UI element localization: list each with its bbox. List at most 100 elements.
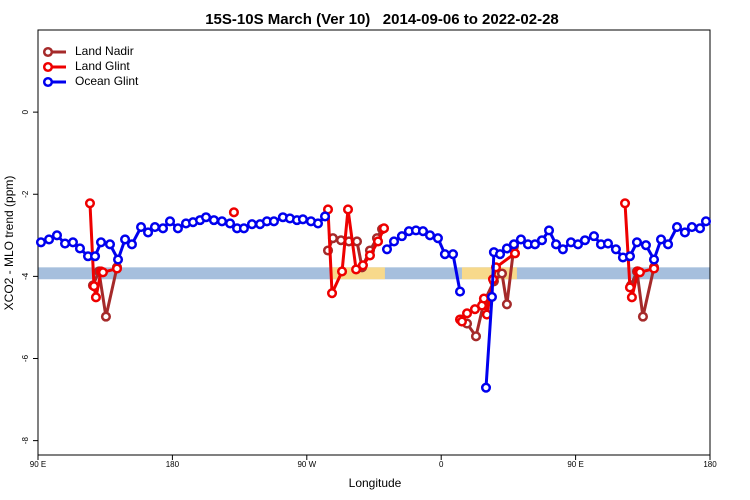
y-tick-label: -8 (21, 437, 30, 445)
data-point (470, 331, 482, 342)
data-point (456, 316, 468, 327)
data-point (543, 225, 555, 236)
data-point (88, 281, 100, 292)
data-point (216, 216, 228, 227)
data-point (126, 239, 137, 250)
data-point (238, 223, 249, 234)
data-point (224, 218, 236, 229)
data-point (447, 249, 459, 260)
data-point (572, 239, 584, 250)
data-point (501, 243, 512, 254)
data-point (579, 235, 591, 246)
data-point (312, 218, 324, 229)
data-point (550, 239, 562, 250)
chart-title: 15S-10S March (Ver 10) 2014-09-06 to 202… (205, 11, 559, 28)
x-tick-label: 0 (439, 460, 444, 469)
y-tick-label: 0 (21, 109, 30, 114)
x-tick-label: 90 W (297, 460, 316, 469)
data-point (700, 216, 712, 227)
x-axis-label: Longitude (349, 476, 402, 490)
data-point (342, 204, 354, 215)
data-point (51, 230, 63, 241)
legend-label: Land Nadir (75, 44, 134, 58)
data-point (557, 244, 568, 255)
data-point (351, 236, 363, 247)
data-point (364, 250, 376, 261)
data-point (588, 231, 600, 242)
legend-label: Ocean Glint (75, 74, 139, 88)
data-point (381, 244, 393, 255)
data-point (112, 254, 124, 265)
data-point (84, 198, 96, 209)
data-point (634, 267, 646, 278)
data-point (640, 240, 651, 251)
data-point (694, 223, 706, 234)
data-point (90, 292, 101, 303)
data-point (624, 282, 636, 293)
band-highlight (461, 267, 517, 280)
y-axis-label: XCO2 - MLO trend (ppm) (2, 176, 16, 311)
data-point (297, 214, 308, 225)
data-point (44, 234, 55, 245)
data-point (172, 223, 183, 234)
data-point (602, 238, 614, 249)
x-tick-label: 180 (166, 460, 180, 469)
data-point (478, 293, 489, 304)
data-point (501, 299, 512, 310)
data-point (228, 207, 239, 218)
x-tick-label: 180 (703, 460, 717, 469)
data-point (35, 237, 47, 248)
data-point (268, 216, 279, 227)
data-point (89, 251, 101, 262)
data-point (326, 288, 338, 299)
data-point (461, 308, 473, 319)
data-point (679, 227, 690, 238)
data-point (619, 198, 631, 209)
data-point (432, 233, 443, 244)
data-point (357, 260, 368, 271)
data-point (120, 234, 131, 245)
data-point (100, 311, 111, 322)
data-point (74, 243, 86, 254)
data-point (104, 239, 116, 250)
data-point (67, 237, 78, 248)
data-point (610, 244, 621, 255)
legend-marker (42, 46, 54, 58)
data-point (648, 254, 660, 265)
data-point (149, 222, 160, 233)
x-tick-label: 90 E (567, 460, 583, 469)
data-point (417, 226, 429, 237)
data-point (631, 237, 643, 248)
data-point (648, 263, 660, 274)
data-point (143, 227, 154, 238)
data-point (515, 234, 526, 245)
data-point (494, 249, 506, 260)
legend-label: Land Glint (75, 59, 130, 73)
data-point (655, 234, 667, 245)
data-point (378, 223, 390, 234)
legend-marker (42, 61, 54, 73)
data-point (529, 239, 541, 250)
data-point (662, 239, 674, 250)
data-point (336, 266, 348, 277)
x-tick-label: 90 E (30, 460, 46, 469)
data-point (97, 267, 109, 278)
data-point (480, 382, 492, 393)
data-point (351, 264, 362, 275)
data-point (246, 219, 258, 230)
data-point (135, 222, 147, 233)
data-point (536, 235, 548, 246)
data-point (671, 222, 683, 233)
data-point (626, 292, 637, 303)
data-point (637, 311, 648, 322)
data-point (396, 231, 407, 242)
data-point (164, 216, 176, 227)
data-point (454, 286, 466, 297)
data-point (486, 291, 498, 302)
data-point (111, 263, 123, 274)
data-point (372, 236, 384, 247)
data-point (624, 251, 636, 262)
y-tick-label: -4 (21, 272, 30, 280)
